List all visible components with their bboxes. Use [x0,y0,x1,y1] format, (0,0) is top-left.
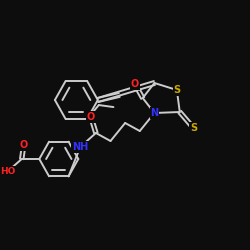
Text: O: O [87,112,95,122]
Text: HO: HO [0,166,16,175]
Text: NH: NH [72,142,88,152]
Text: S: S [190,123,197,133]
Text: S: S [173,85,180,95]
Text: N: N [150,108,158,118]
Text: O: O [20,140,28,150]
Text: O: O [131,79,139,89]
